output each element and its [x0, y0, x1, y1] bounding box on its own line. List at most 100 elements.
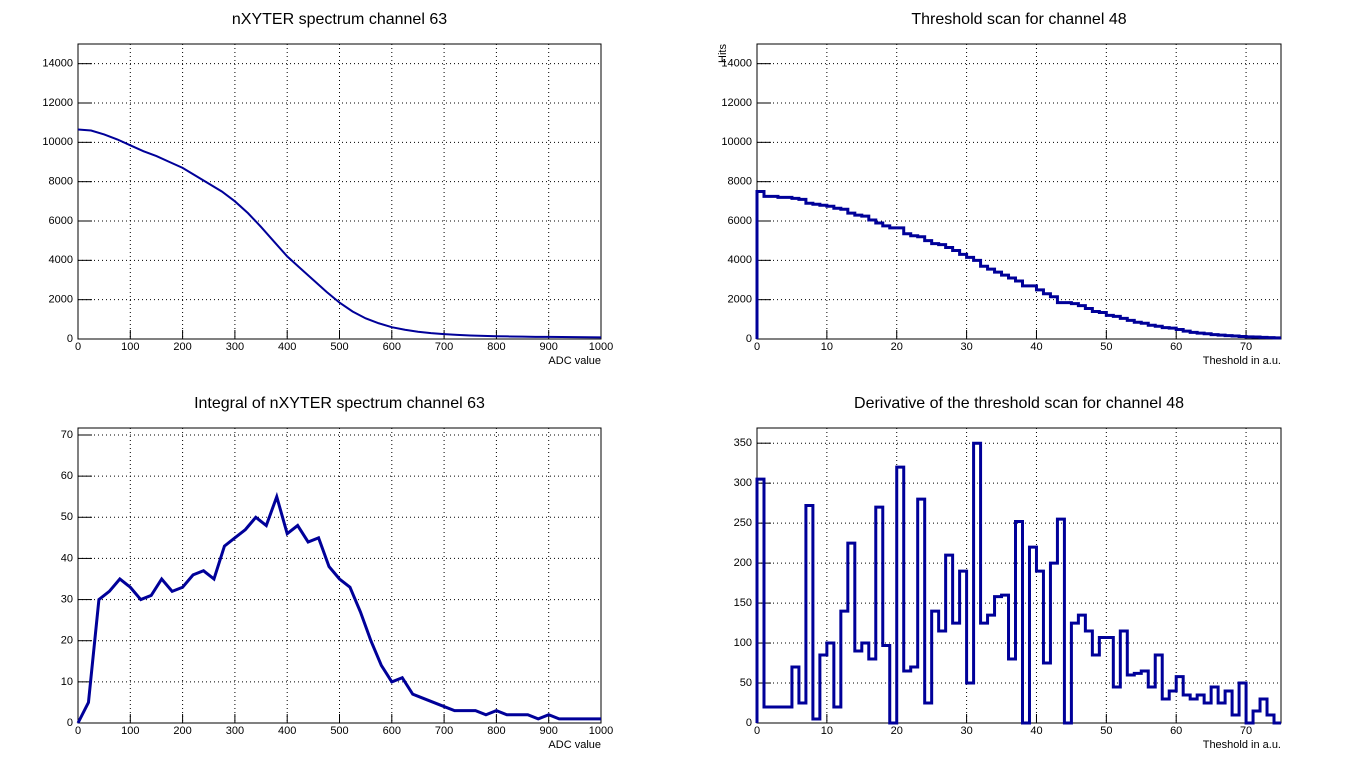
histogram-bin — [1029, 547, 1036, 723]
histogram-bin — [960, 254, 967, 339]
histogram-bin — [1099, 637, 1106, 723]
x-tick-label: 0 — [754, 341, 760, 353]
x-tick-label: 20 — [891, 725, 903, 737]
histogram-bin — [1009, 659, 1016, 723]
histogram-bin — [1204, 703, 1211, 723]
histogram-bin — [1106, 315, 1113, 339]
x-tick-label: 0 — [75, 341, 81, 353]
histogram-bin — [1232, 715, 1239, 723]
histogram-bin — [946, 555, 953, 723]
histogram-bin — [1246, 337, 1253, 339]
histogram-bin — [827, 206, 834, 339]
x-tick-label: 700 — [435, 341, 453, 353]
histogram-bin — [785, 197, 792, 339]
histogram-bin — [1267, 338, 1274, 339]
x-tick-label: 10 — [821, 725, 833, 737]
histogram-bin — [1085, 631, 1092, 723]
histogram-bin — [1022, 286, 1029, 339]
histogram-bin — [1155, 655, 1162, 723]
data-line — [77, 128, 602, 339]
histogram-bin — [925, 241, 932, 339]
histogram-bin — [792, 667, 799, 723]
histogram-bin — [806, 506, 813, 723]
x-tick-label: 500 — [330, 341, 348, 353]
chart-title: Integral of nXYTER spectrum channel 63 — [194, 395, 485, 412]
histogram-bin — [848, 213, 855, 339]
x-tick-label: 300 — [226, 341, 244, 353]
y-tick-label: 6000 — [728, 215, 752, 227]
x-tick-label: 0 — [754, 725, 760, 737]
histogram-bin — [869, 220, 876, 339]
histogram-bin — [967, 683, 974, 723]
x-tick-label: 30 — [960, 725, 972, 737]
histogram-bin — [1253, 337, 1260, 339]
x-tick-label: 40 — [1030, 725, 1042, 737]
y-tick-label: 350 — [734, 437, 752, 449]
histogram-bin — [820, 655, 827, 723]
y-tick-label: 250 — [734, 517, 752, 529]
x-tick-label: 400 — [278, 341, 296, 353]
histogram-bin — [1078, 615, 1085, 723]
x-tick-label: 70 — [1240, 341, 1252, 353]
histogram-bin — [848, 543, 855, 723]
histogram-bin — [799, 703, 806, 723]
histogram-bin — [820, 205, 827, 339]
histogram-bin — [778, 197, 785, 339]
y-tick-label: 12000 — [42, 97, 73, 109]
x-tick-label: 500 — [330, 725, 348, 737]
histogram-bin — [1239, 336, 1246, 339]
histogram-bin — [883, 645, 890, 723]
x-tick-label: 100 — [121, 725, 139, 737]
y-tick-label: 14000 — [42, 58, 73, 70]
histogram-bin — [1057, 519, 1064, 723]
y-tick-label: 100 — [734, 637, 752, 649]
x-tick-label: 10 — [821, 341, 833, 353]
histogram-bin — [1050, 563, 1057, 723]
x-axis-label: Theshold in a.u. — [1203, 355, 1281, 367]
histogram-bin — [792, 198, 799, 339]
x-tick-label: 30 — [960, 341, 972, 353]
histogram-bin — [1085, 309, 1092, 339]
histogram-bin — [1036, 290, 1043, 339]
y-tick-label: 300 — [734, 477, 752, 489]
histogram-bin — [932, 244, 939, 339]
histogram-bin — [876, 507, 883, 723]
histogram-bin — [1134, 322, 1141, 339]
histogram-bin — [757, 479, 764, 723]
histogram-bin — [974, 260, 981, 339]
y-tick-label: 150 — [734, 597, 752, 609]
histogram-bin — [1106, 637, 1113, 723]
histogram-bin — [764, 196, 771, 339]
y-tick-label: 50 — [740, 677, 752, 689]
histogram-outline — [755, 190, 1281, 340]
y-tick-label: 2000 — [49, 294, 73, 306]
histogram-bin — [1092, 655, 1099, 723]
histogram-bin — [1260, 337, 1267, 339]
y-tick-label: 8000 — [728, 176, 752, 188]
histogram-bin — [988, 615, 995, 723]
histogram-bin — [897, 467, 904, 723]
x-tick-label: 800 — [487, 725, 505, 737]
y-tick-label: 4000 — [49, 254, 73, 266]
x-axis-label: ADC value — [548, 355, 601, 367]
histogram-bin — [1197, 333, 1204, 339]
histogram-bin — [953, 251, 960, 340]
x-tick-label: 50 — [1100, 725, 1112, 737]
y-tick-label: 60 — [61, 470, 73, 482]
histogram-bin — [1099, 312, 1106, 339]
histogram-bin — [918, 237, 925, 339]
x-tick-label: 100 — [121, 341, 139, 353]
y-axis-label: Hits — [717, 44, 729, 63]
y-tick-label: 0 — [67, 717, 73, 729]
histogram-bin — [1190, 332, 1197, 339]
histogram-bin — [1211, 687, 1218, 723]
histogram-bin — [960, 571, 967, 723]
x-tick-label: 60 — [1170, 341, 1182, 353]
histogram-bin — [1148, 325, 1155, 339]
x-tick-label: 200 — [173, 725, 191, 737]
histogram-bin — [771, 196, 778, 339]
data-line — [76, 491, 601, 724]
histogram-bin — [890, 228, 897, 339]
histogram-bin — [1162, 699, 1169, 723]
